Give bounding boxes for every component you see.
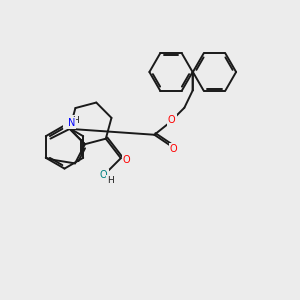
Text: N: N [68,118,75,128]
Text: H: H [107,176,114,184]
Text: O: O [170,144,177,154]
Text: O: O [168,116,176,125]
Text: O: O [123,155,130,165]
Text: N: N [64,117,72,127]
Text: H: H [72,116,79,125]
Text: O: O [100,170,107,180]
